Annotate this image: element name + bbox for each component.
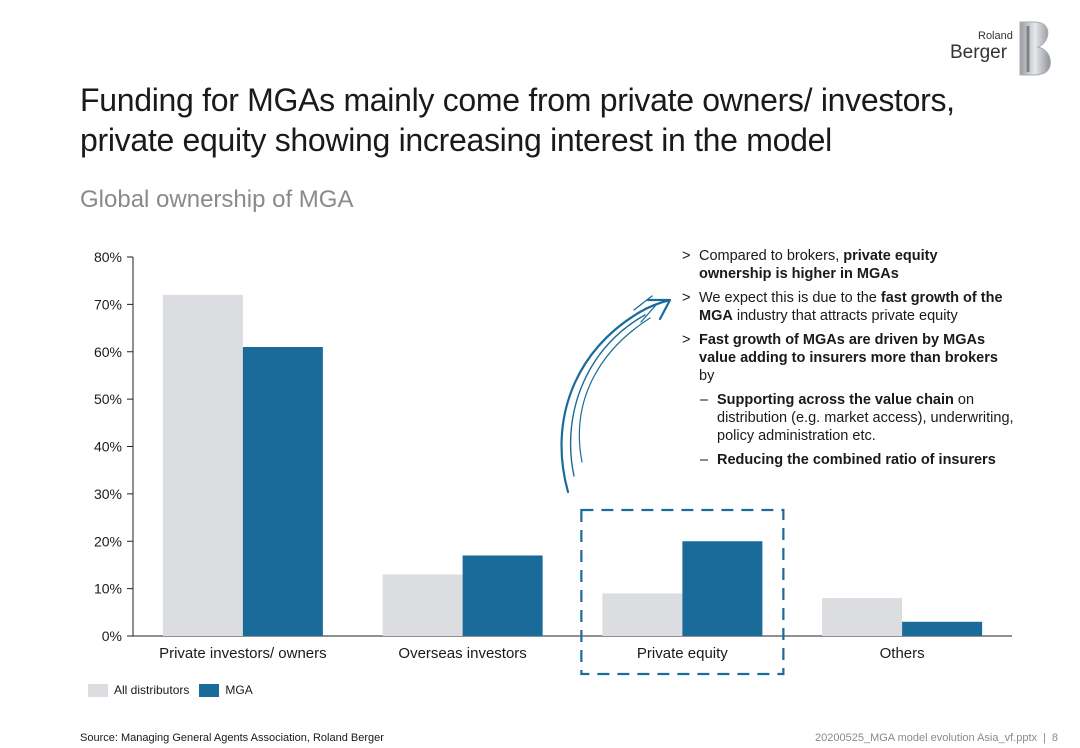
bar-mga-2 [462, 555, 543, 636]
page-number: 8 [1051, 732, 1058, 744]
commentary-box: > Compared to brokers, private equity ow… [682, 247, 1014, 475]
category-label: Private investors/ owners [159, 645, 327, 662]
commentary-bullet-2: > We expect this is due to the fast grow… [682, 289, 1014, 325]
highlight-box [580, 508, 785, 676]
bullet-2-text-end: industry that attracts private equity [732, 308, 958, 324]
legend-swatch-all-distributors [88, 683, 108, 697]
logo-text-small: Roland [978, 30, 1013, 42]
y-tick-label: 0% [102, 628, 122, 644]
logo-b-mark-icon [1019, 21, 1051, 76]
sub-bullet-2-bold: Reducing the combined ratio of insurers [717, 452, 996, 468]
bar-all-distributors-4 [822, 598, 903, 636]
footer-file-info: 20200525_MGA model evolution Asia_vf.ppt… [815, 732, 1058, 744]
growth-arrow-icon [560, 295, 672, 494]
source-note: Source: Managing General Agents Associat… [80, 732, 384, 744]
sub-bullet-1-text: on distribution (e.g. market access), un… [717, 392, 1014, 444]
legend-label-mga: MGA [225, 683, 253, 697]
legend-item-all-distributors: All distributors [88, 683, 189, 697]
bar-mga-4 [902, 621, 983, 636]
bar-mga-3 [682, 541, 763, 636]
bullet-2-text: We expect this is due to the [699, 290, 881, 306]
sub-bullet-1-bold: Supporting across the value chain [717, 392, 954, 408]
bullet-2-bold: fast growth of the MGA [699, 290, 1003, 324]
bullet-marker: > [682, 248, 691, 264]
bar-all-distributors-3 [602, 593, 683, 636]
y-tick-label: 30% [94, 486, 122, 502]
chart-legend: All distributors MGA [88, 683, 263, 697]
bar-mga-1 [242, 347, 323, 636]
footer-separator: | [1043, 732, 1046, 744]
bullet-3-text-end: by [699, 368, 715, 384]
y-tick-label: 70% [94, 296, 122, 312]
title-line-2: private equity showing increasing intere… [80, 122, 832, 158]
category-label: Others [880, 645, 925, 662]
category-label: Overseas investors [398, 645, 526, 662]
y-tick-label: 60% [94, 344, 122, 360]
roland-berger-logo: Roland Berger [946, 20, 1056, 76]
legend-label-all-distributors: All distributors [114, 683, 190, 697]
commentary-sub-bullet-1: – Supporting across the value chain on d… [682, 391, 1014, 445]
commentary-sub-bullet-2: – Reducing the combined ratio of insurer… [682, 451, 1014, 469]
legend-item-mga: MGA [199, 683, 253, 697]
slide-title: Funding for MGAs mainly come from privat… [80, 80, 980, 160]
y-tick-label: 80% [94, 249, 122, 265]
category-label: Private equity [637, 645, 728, 662]
commentary-bullet-3: > Fast growth of MGAs are driven by MGAs… [682, 331, 1014, 385]
bullet-marker: > [682, 290, 691, 306]
footer-filename: 20200525_MGA model evolution Asia_vf.ppt… [815, 732, 1038, 744]
bar-all-distributors-1 [162, 294, 243, 636]
bullet-1-bold: private equity ownership is higher in MG… [699, 248, 938, 282]
dash-marker: – [700, 452, 709, 468]
bar-all-distributors-2 [382, 574, 463, 636]
legend-swatch-mga [199, 683, 220, 697]
y-tick-label: 10% [94, 581, 122, 597]
y-tick-label: 20% [94, 533, 122, 549]
logo-text-large: Berger [950, 42, 1008, 63]
bullet-1-text: Compared to brokers, [699, 248, 844, 264]
chart-subtitle: Global ownership of MGA [80, 186, 354, 213]
title-line-1: Funding for MGAs mainly come from privat… [80, 82, 955, 118]
y-tick-label: 50% [94, 391, 122, 407]
y-tick-label: 40% [94, 439, 122, 455]
bullet-marker: > [682, 332, 691, 348]
bullet-3-bold: Fast growth of MGAs are driven by MGAs v… [699, 332, 998, 366]
dash-marker: – [700, 392, 709, 408]
commentary-bullet-1: > Compared to brokers, private equity ow… [682, 247, 1014, 283]
